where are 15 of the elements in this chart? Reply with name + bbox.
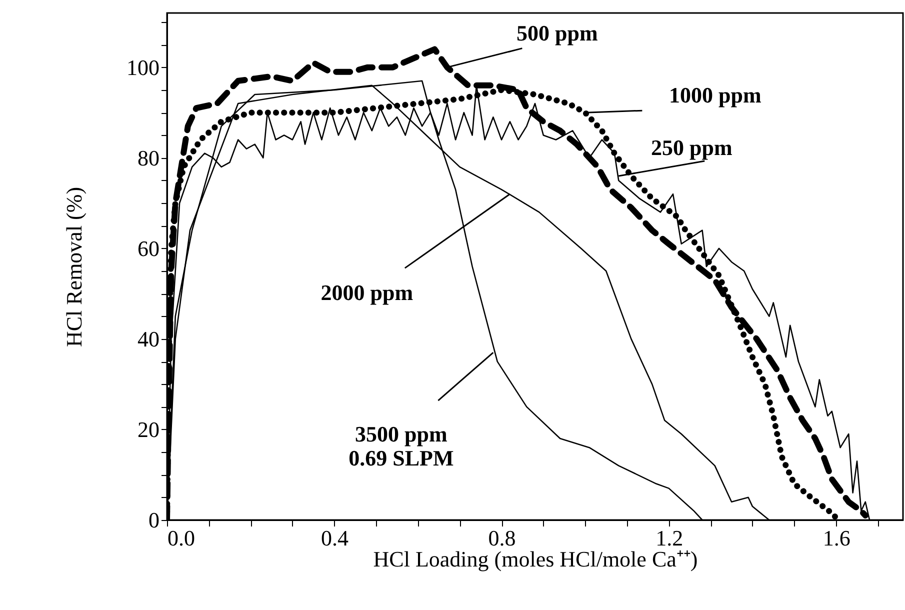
annotation: 2000 ppm <box>320 280 414 306</box>
y-tick-label: 80 <box>138 145 160 170</box>
y-tick-label: 100 <box>126 54 160 80</box>
y-tick-label: 20 <box>138 416 160 442</box>
y-tick-label: 40 <box>138 326 160 352</box>
y-tick-label: 60 <box>138 236 160 261</box>
x-tick-label: 0.4 <box>321 526 349 550</box>
annotation: 1000 ppm <box>669 82 762 108</box>
annotation: 500 ppm <box>516 20 598 46</box>
y-tick-label: 0 <box>148 508 160 532</box>
x-tick-label: 1.6 <box>822 526 850 550</box>
x-tick-label: 0.0 <box>168 526 195 550</box>
annotation: 250 ppm <box>650 134 732 160</box>
y-axis-title: HCl Removal (%) <box>62 186 86 348</box>
annotation: 3500 ppm 0.69 SLPM <box>348 422 454 471</box>
